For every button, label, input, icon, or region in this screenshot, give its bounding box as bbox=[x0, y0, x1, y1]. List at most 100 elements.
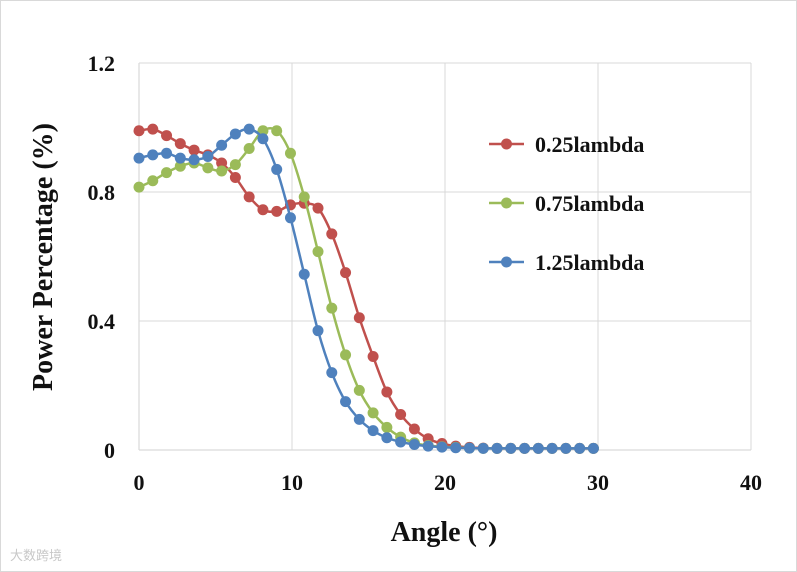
data-point bbox=[161, 167, 173, 179]
data-point bbox=[477, 442, 489, 454]
data-point bbox=[202, 151, 214, 163]
data-point bbox=[353, 413, 365, 425]
data-point bbox=[284, 147, 296, 159]
data-point bbox=[353, 312, 365, 324]
series-1-25lambda bbox=[133, 123, 599, 454]
legend-marker bbox=[501, 138, 512, 150]
data-point bbox=[243, 123, 255, 135]
x-tick-label: 20 bbox=[434, 470, 456, 495]
data-point bbox=[436, 441, 448, 453]
x-tick-labels: 0 10 20 30 40 bbox=[134, 470, 763, 495]
data-point bbox=[587, 442, 599, 454]
data-point bbox=[147, 123, 159, 135]
legend-item: 0.75lambda bbox=[489, 191, 644, 216]
data-point bbox=[367, 350, 379, 362]
data-point bbox=[505, 442, 517, 454]
data-point bbox=[326, 228, 338, 240]
x-tick-label: 40 bbox=[740, 470, 762, 495]
data-point bbox=[174, 152, 186, 164]
legend-marker bbox=[501, 256, 512, 268]
data-point bbox=[353, 384, 365, 396]
series-group bbox=[133, 123, 599, 454]
data-point bbox=[463, 442, 475, 454]
data-point bbox=[381, 421, 393, 433]
data-point bbox=[202, 162, 214, 174]
data-point bbox=[381, 432, 393, 444]
legend-label: 0.25lambda bbox=[535, 132, 644, 157]
data-point bbox=[532, 442, 544, 454]
data-point bbox=[229, 171, 241, 183]
data-point bbox=[546, 442, 558, 454]
y-tick-labels: 0 0.4 0.8 1.2 bbox=[88, 51, 116, 463]
data-point bbox=[340, 396, 352, 408]
data-point bbox=[257, 125, 269, 137]
data-point bbox=[519, 442, 531, 454]
legend: 0.25lambda 0.75lambda 1.25lambda bbox=[489, 132, 644, 275]
data-point bbox=[326, 302, 338, 314]
data-point bbox=[340, 267, 352, 279]
data-point bbox=[271, 125, 283, 137]
grid bbox=[139, 62, 752, 450]
data-point bbox=[408, 423, 420, 435]
data-point bbox=[257, 133, 269, 145]
data-point bbox=[560, 442, 572, 454]
data-point bbox=[147, 149, 159, 161]
legend-label: 0.75lambda bbox=[535, 191, 644, 216]
data-point bbox=[574, 442, 586, 454]
data-point bbox=[284, 212, 296, 224]
data-point bbox=[229, 159, 241, 171]
data-point bbox=[367, 407, 379, 419]
data-point bbox=[174, 160, 186, 172]
watermark: 大数跨境 bbox=[10, 549, 63, 564]
data-point bbox=[188, 154, 200, 166]
data-point bbox=[133, 181, 145, 193]
data-point bbox=[312, 325, 324, 337]
data-point bbox=[408, 439, 420, 451]
data-point bbox=[216, 165, 228, 177]
legend-item: 0.25lambda bbox=[489, 132, 644, 157]
data-point bbox=[381, 386, 393, 398]
x-tick-label: 0 bbox=[134, 470, 145, 495]
data-point bbox=[450, 442, 462, 454]
data-point bbox=[147, 175, 159, 187]
data-point bbox=[188, 144, 200, 156]
x-axis-title: Angle (°) bbox=[391, 517, 498, 548]
y-axis-title: Power Percentage (%) bbox=[28, 123, 59, 391]
y-tick-label: 1.2 bbox=[88, 51, 116, 76]
data-point bbox=[243, 142, 255, 154]
legend-marker bbox=[501, 197, 512, 209]
series-0-75lambda bbox=[133, 125, 599, 454]
data-point bbox=[174, 138, 186, 150]
series-line-0-75lambda bbox=[138, 126, 594, 450]
data-point bbox=[216, 139, 228, 151]
data-point bbox=[298, 268, 310, 280]
y-tick-label: 0.4 bbox=[88, 309, 116, 334]
data-point bbox=[326, 367, 338, 379]
data-point bbox=[243, 191, 255, 203]
y-tick-label: 0 bbox=[104, 438, 115, 463]
data-point bbox=[340, 349, 352, 361]
data-point bbox=[229, 128, 241, 140]
data-point bbox=[491, 442, 503, 454]
data-point bbox=[133, 152, 145, 164]
data-point bbox=[312, 246, 324, 258]
data-point bbox=[161, 130, 173, 142]
data-point bbox=[161, 147, 173, 159]
series-line-1-25lambda bbox=[138, 127, 594, 450]
legend-item: 1.25lambda bbox=[489, 250, 644, 275]
data-point bbox=[133, 125, 145, 137]
data-point bbox=[312, 202, 324, 214]
data-point bbox=[367, 425, 379, 437]
y-tick-label: 0.8 bbox=[88, 180, 116, 205]
data-point bbox=[395, 409, 407, 421]
data-point bbox=[271, 163, 283, 175]
data-point bbox=[257, 204, 269, 216]
x-tick-label: 10 bbox=[281, 470, 303, 495]
data-point bbox=[395, 436, 407, 448]
data-point bbox=[271, 205, 283, 217]
data-point bbox=[216, 157, 228, 169]
x-tick-label: 30 bbox=[587, 470, 609, 495]
legend-label: 1.25lambda bbox=[535, 250, 644, 275]
